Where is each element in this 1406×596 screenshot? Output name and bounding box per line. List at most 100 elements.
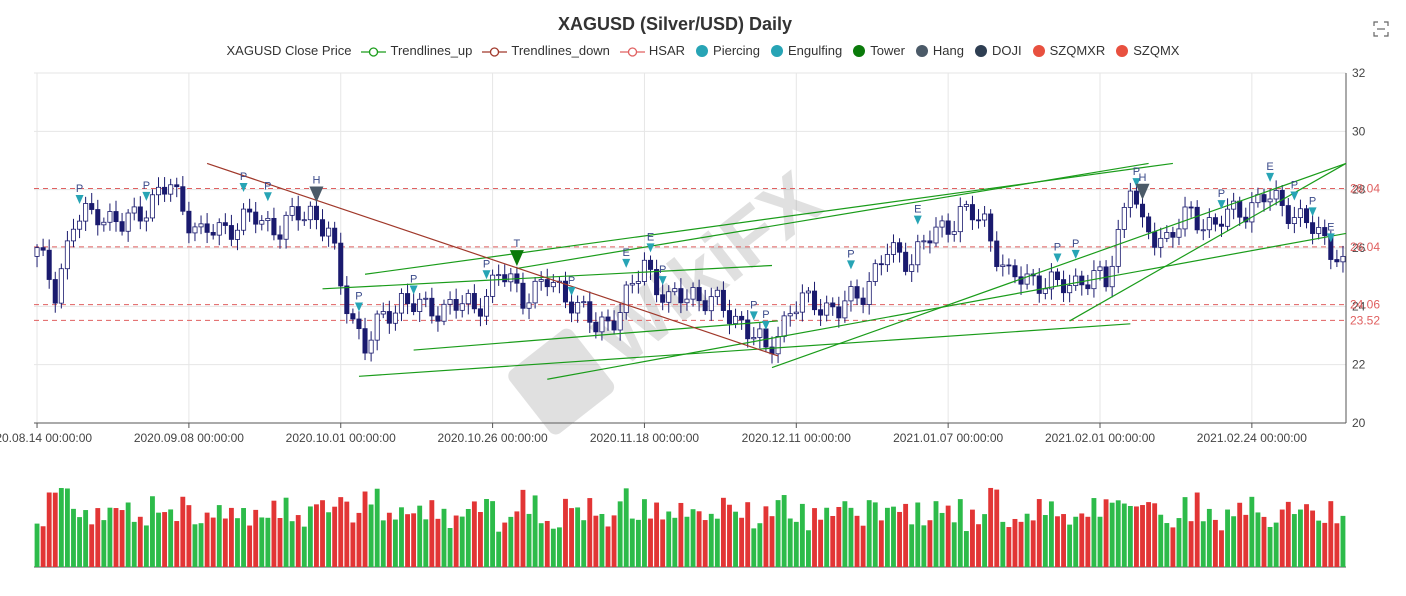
legend-item[interactable]: Trendlines_up	[361, 43, 472, 58]
y-tick-label: 28	[1352, 183, 1366, 197]
volume-bar	[52, 492, 58, 567]
volume-bar	[1310, 510, 1316, 567]
volume-bar	[46, 492, 52, 567]
candle-body	[149, 194, 155, 219]
volume-bar	[581, 520, 587, 567]
x-tick-label: 2020.09.08 00:00:00	[134, 431, 244, 445]
candle-body	[708, 296, 714, 312]
volume-bar	[1225, 509, 1230, 567]
candle-body	[204, 223, 210, 233]
candle-body	[617, 312, 623, 331]
pattern-marker-icon	[1290, 191, 1299, 201]
volume-bar	[842, 501, 848, 567]
volume-bar	[587, 498, 593, 567]
legend-line-icon	[361, 46, 387, 57]
candle-body	[64, 240, 70, 270]
candle-body	[1200, 229, 1206, 232]
volume-bar	[988, 487, 994, 567]
legend-item[interactable]: Trendlines_down	[482, 43, 610, 58]
fullscreen-icon[interactable]	[1372, 20, 1390, 38]
candle-body	[344, 285, 350, 315]
volume-bar	[1273, 522, 1279, 567]
legend-label: Hang	[932, 42, 964, 58]
candle-body	[647, 259, 654, 270]
candle-body	[982, 213, 988, 221]
candle-body	[228, 225, 234, 240]
candle-body	[332, 227, 338, 244]
pattern-marker-label: E	[1327, 221, 1334, 233]
candle-body	[362, 328, 368, 354]
pattern-marker-icon	[239, 182, 248, 192]
volume-bar	[684, 516, 690, 567]
candle-body	[739, 315, 745, 321]
candle-body	[338, 242, 344, 287]
volume-bar	[1267, 526, 1273, 567]
pattern-marker-label: E	[647, 231, 654, 243]
candle-body	[842, 300, 848, 319]
volume-bar	[1316, 520, 1322, 567]
legend-line-icon	[619, 46, 645, 57]
candle-body	[1322, 227, 1328, 237]
candle-body	[374, 313, 380, 341]
candle-body	[957, 206, 963, 233]
legend-label: HSAR	[648, 43, 686, 59]
volume-bar	[884, 507, 890, 567]
y-tick-label: 24	[1352, 299, 1366, 313]
legend-item[interactable]: Tower	[852, 43, 905, 59]
pattern-marker-icon	[846, 260, 855, 270]
legend-item[interactable]: SZQMX	[1115, 43, 1179, 59]
volume-bar	[386, 512, 392, 567]
volume-bar	[1079, 513, 1085, 567]
candle-body	[398, 293, 405, 314]
volume-bar	[1121, 503, 1127, 567]
candle-body	[1267, 198, 1273, 203]
candle-body	[854, 286, 860, 299]
volume-bar	[1012, 518, 1018, 567]
volume-bar	[599, 513, 605, 567]
y-tick-label: 22	[1352, 358, 1366, 372]
candle-body	[1073, 275, 1079, 286]
volume-bar	[119, 510, 125, 567]
candle-body	[939, 220, 945, 228]
candle-body	[295, 206, 301, 221]
candle-body	[860, 297, 866, 305]
legend-item[interactable]: Engulfing	[770, 43, 842, 59]
legend-item[interactable]: DOJI	[974, 43, 1022, 59]
legend-item[interactable]: SZQMXR	[1032, 43, 1105, 59]
pattern-marker-label: P	[659, 264, 666, 276]
volume-bar	[459, 516, 465, 567]
volume-bar	[763, 506, 769, 567]
trendline-up	[1069, 162, 1347, 322]
volume-bar	[897, 511, 902, 567]
volume-bar	[204, 512, 210, 567]
volume-bar	[180, 496, 186, 567]
pattern-marker-icon	[309, 186, 324, 203]
volume-bar	[891, 506, 896, 567]
volume-bar	[714, 518, 720, 567]
legend-item[interactable]: Piercing	[695, 43, 760, 59]
volume-bar	[508, 516, 514, 567]
candle-body	[963, 204, 969, 207]
candle-body	[490, 274, 496, 297]
candle-body	[125, 212, 131, 232]
candle-body	[496, 274, 502, 277]
volume-bar	[174, 521, 180, 567]
volume-bar	[1127, 505, 1133, 567]
volume-bar	[429, 500, 435, 567]
candle-body	[726, 310, 733, 324]
candle-body	[1310, 222, 1316, 234]
candle-body	[799, 292, 805, 313]
volume-bar	[1036, 499, 1042, 567]
candle-body	[113, 211, 119, 223]
volume-bar	[903, 503, 909, 567]
candle-body	[623, 284, 629, 313]
volume-bar	[113, 508, 119, 567]
legend-item[interactable]: HSAR	[619, 43, 686, 59]
legend-item[interactable]: XAGUSD Close Price	[227, 43, 352, 58]
volume-bar	[131, 521, 137, 567]
volume-bar	[963, 531, 969, 567]
legend-item[interactable]: Hang	[915, 43, 964, 59]
volume-bar	[544, 520, 550, 567]
pattern-marker-icon	[646, 243, 655, 253]
volume-bar	[210, 517, 216, 567]
